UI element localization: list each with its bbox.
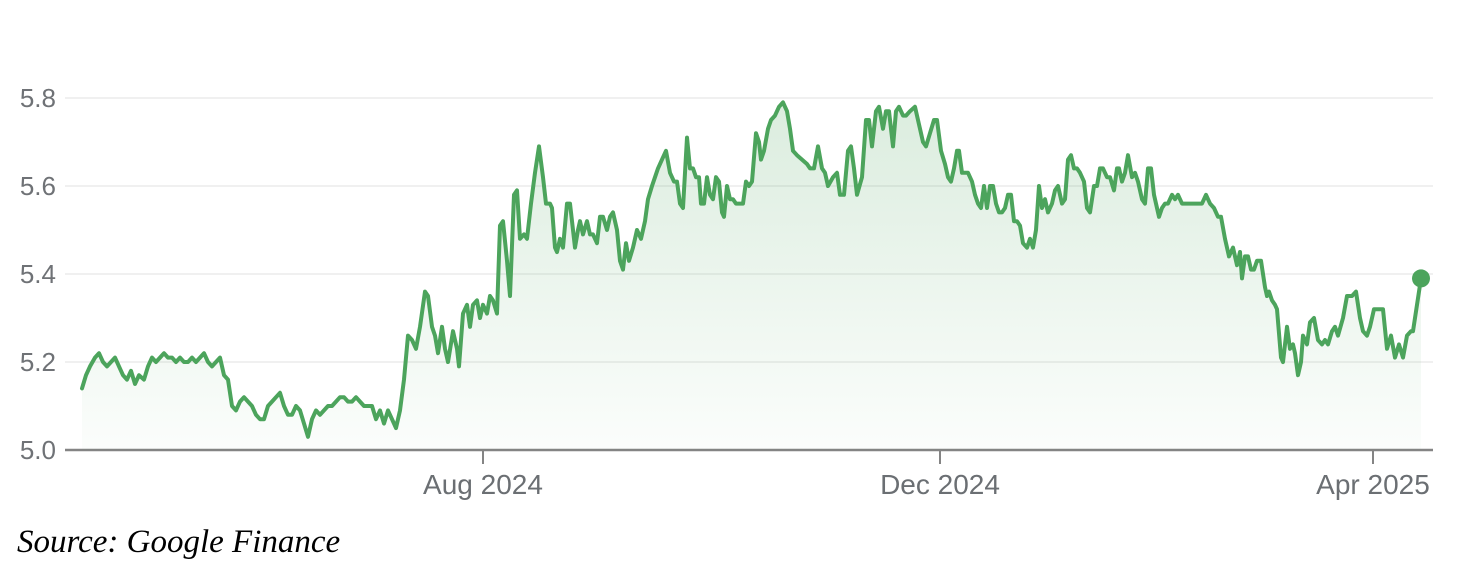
y-tick-label: 5.0 — [20, 435, 56, 465]
current-price-dot — [1412, 269, 1430, 288]
x-tick-label: Aug 2024 — [423, 469, 543, 500]
x-tick-label: Apr 2025 — [1316, 469, 1430, 500]
x-tick-label: Dec 2024 — [880, 469, 1000, 500]
y-tick-label: 5.8 — [20, 83, 56, 113]
y-tick-label: 5.6 — [20, 171, 56, 201]
y-tick-label: 5.2 — [20, 347, 56, 377]
x-axis: Aug 2024 Dec 2024 Apr 2025 — [423, 451, 1430, 500]
y-axis-labels: 5.8 5.6 5.4 5.2 5.0 — [20, 83, 56, 465]
area-fill — [82, 102, 1421, 451]
price-line — [80, 100, 1423, 439]
source-caption: Source: Google Finance — [17, 524, 341, 560]
y-tick-label: 5.4 — [20, 259, 56, 289]
price-chart[interactable]: 5.8 5.6 5.4 5.2 5.0 Aug 2024 Dec 2024 Ap… — [0, 0, 1478, 512]
